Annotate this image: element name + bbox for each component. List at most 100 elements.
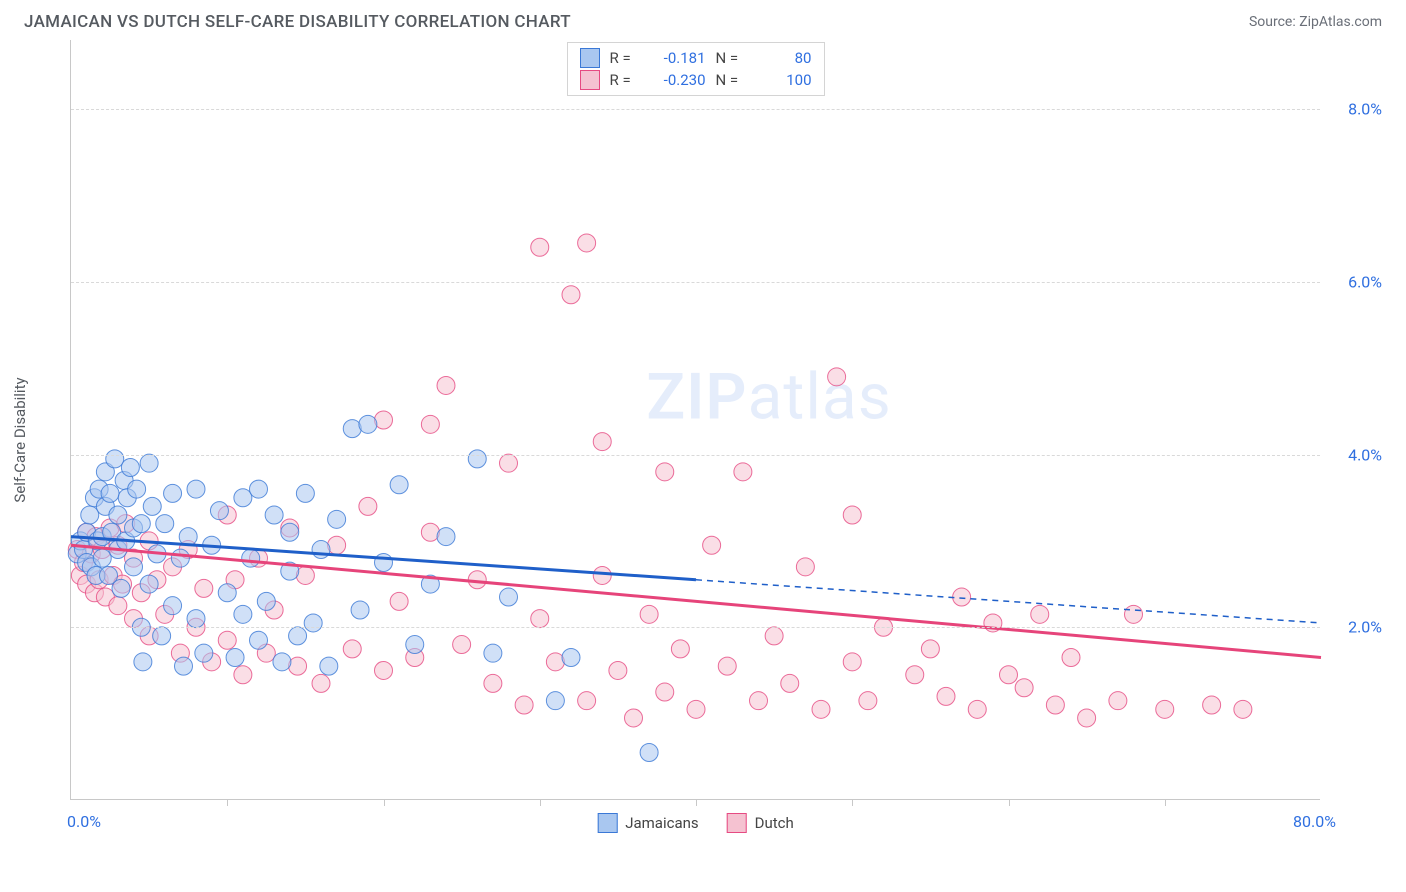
data-point	[312, 541, 330, 559]
data-point	[109, 506, 127, 524]
legend-r-value: -0.230	[650, 71, 706, 89]
data-point	[296, 484, 314, 502]
plot-area: ZIPatlas R =-0.181N =80R =-0.230N =100 J…	[70, 40, 1320, 800]
data-point	[320, 657, 338, 675]
data-point	[1234, 700, 1252, 718]
data-point	[546, 692, 564, 710]
data-point	[531, 238, 549, 256]
data-point	[468, 450, 486, 468]
legend-n-value: 100	[756, 71, 812, 89]
legend-swatch	[580, 48, 600, 68]
data-point	[296, 566, 314, 584]
data-point	[921, 640, 939, 658]
data-point	[93, 549, 111, 567]
data-point	[328, 510, 346, 528]
data-point	[125, 558, 143, 576]
data-point	[265, 506, 283, 524]
data-point	[81, 506, 99, 524]
data-point	[1000, 666, 1018, 684]
data-point	[312, 674, 330, 692]
data-point	[195, 579, 213, 597]
legend-item: Jamaicans	[597, 813, 698, 833]
data-point	[843, 653, 861, 671]
gridline	[71, 627, 1320, 628]
data-point	[656, 463, 674, 481]
data-point	[828, 368, 846, 386]
data-point	[281, 523, 299, 541]
trend-line-extension	[696, 580, 1321, 623]
data-point	[937, 687, 955, 705]
data-point	[1203, 696, 1221, 714]
series-legend: Jamaicans Dutch	[597, 813, 794, 833]
data-point	[406, 636, 424, 654]
data-point	[625, 709, 643, 727]
data-point	[968, 700, 986, 718]
data-point	[250, 631, 268, 649]
data-point	[484, 644, 502, 662]
legend-series-name: Dutch	[755, 814, 794, 832]
data-point	[210, 502, 228, 520]
data-point	[421, 523, 439, 541]
data-point	[390, 592, 408, 610]
data-point	[195, 644, 213, 662]
data-point	[351, 601, 369, 619]
data-point	[164, 484, 182, 502]
legend-n-value: 80	[756, 49, 812, 67]
data-point	[687, 700, 705, 718]
gridline	[71, 282, 1320, 283]
data-point	[906, 666, 924, 684]
data-point	[359, 415, 377, 433]
data-point	[359, 497, 377, 515]
data-point	[750, 692, 768, 710]
legend-series-name: Jamaicans	[625, 814, 698, 832]
data-point	[640, 605, 658, 623]
data-point	[562, 649, 580, 667]
chart-container: Self-Care Disability ZIPatlas R =-0.181N…	[24, 40, 1382, 840]
data-point	[234, 666, 252, 684]
y-tick-label: 4.0%	[1326, 445, 1382, 464]
correlation-legend: R =-0.181N =80R =-0.230N =100	[567, 42, 825, 96]
x-tick-mark	[227, 799, 228, 806]
data-point	[796, 558, 814, 576]
data-point	[437, 528, 455, 546]
data-point	[453, 636, 471, 654]
data-point	[484, 674, 502, 692]
data-point	[1109, 692, 1127, 710]
data-point	[112, 579, 130, 597]
data-point	[218, 631, 236, 649]
data-point	[1046, 696, 1064, 714]
data-point	[1125, 605, 1143, 623]
data-point	[1078, 709, 1096, 727]
data-point	[578, 234, 596, 252]
x-tick-mark	[852, 799, 853, 806]
data-point	[953, 588, 971, 606]
data-point	[1156, 700, 1174, 718]
legend-row: R =-0.230N =100	[580, 69, 812, 91]
data-point	[234, 605, 252, 623]
data-point	[106, 450, 124, 468]
data-point	[765, 627, 783, 645]
data-point	[500, 588, 518, 606]
data-point	[390, 476, 408, 494]
data-point	[132, 515, 150, 533]
data-point	[187, 480, 205, 498]
data-point	[609, 661, 627, 679]
data-point	[343, 640, 361, 658]
source-attribution: Source: ZipAtlas.com	[1249, 14, 1382, 30]
legend-row: R =-0.181N =80	[580, 47, 812, 69]
data-point	[143, 497, 161, 515]
data-point	[171, 549, 189, 567]
data-point	[234, 489, 252, 507]
legend-item: Dutch	[727, 813, 794, 833]
legend-n-label: N =	[716, 49, 746, 67]
data-point	[242, 549, 260, 567]
legend-swatch	[727, 813, 747, 833]
data-point	[250, 480, 268, 498]
chart-title: JAMAICAN VS DUTCH SELF-CARE DISABILITY C…	[24, 12, 571, 32]
data-point	[153, 627, 171, 645]
data-point	[375, 661, 393, 679]
data-point	[656, 683, 674, 701]
x-tick-mark	[540, 799, 541, 806]
data-point	[304, 614, 322, 632]
data-point	[164, 597, 182, 615]
